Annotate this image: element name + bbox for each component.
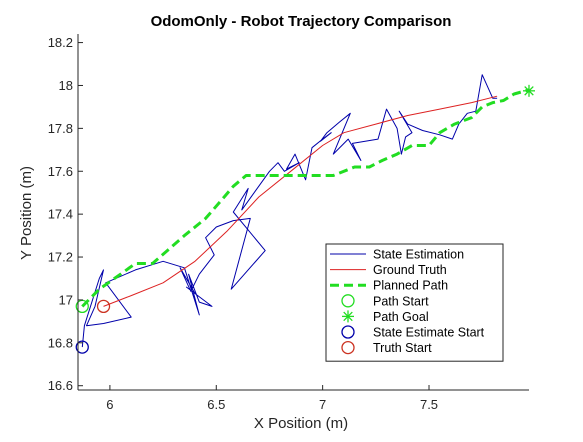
y-axis-label: Y Position (m)	[18, 166, 35, 260]
chart-title: OdomOnly - Robot Trajectory Comparison	[151, 13, 452, 30]
legend-label-planned-path: Planned Path	[373, 279, 448, 293]
legend-label-state-estimate-start: State Estimate Start	[373, 326, 485, 340]
x-tick-label: 7.5	[420, 397, 438, 412]
y-tick-label: 16.6	[48, 378, 73, 393]
y-tick-label: 16.8	[48, 335, 73, 350]
y-tick-label: 17.8	[48, 121, 73, 136]
y-tick-label: 17.6	[48, 164, 73, 179]
legend-label-truth-start: Truth Start	[373, 341, 432, 355]
y-tick-label: 17.2	[48, 250, 73, 265]
x-tick-label: 6	[106, 397, 113, 412]
x-axis-label: X Position (m)	[254, 415, 348, 432]
legend-label-path-start: Path Start	[373, 294, 429, 308]
legend-swatch-path-start	[341, 294, 355, 308]
y-tick-label: 17.4	[48, 207, 73, 222]
axes: 6 6.5 7 7.5 16.6 16.8 17 17.2 17.4 17.6 17.8 18 18.2	[48, 34, 529, 412]
legend-label-state-estimation: State Estimation	[373, 248, 464, 262]
legend-box	[325, 243, 504, 362]
marker-path-goal	[523, 84, 535, 97]
y-tick-label: 17	[59, 292, 73, 307]
x-tick-label: 7	[319, 397, 326, 412]
x-tick-label: 6.5	[207, 397, 225, 412]
legend-swatch-truth-start	[341, 340, 355, 355]
series-planned-path	[81, 88, 530, 308]
legend-swatch-path-goal-d2	[343, 311, 353, 322]
series-group	[81, 74, 530, 348]
series-ground-truth	[103, 95, 498, 307]
legend-label-path-goal: Path Goal	[373, 310, 429, 324]
legend-label-ground-truth: Ground Truth	[373, 263, 447, 277]
marker-state-estimate-start	[75, 340, 89, 354]
legend-swatch-path-goal	[342, 310, 354, 323]
marker-path-goal-d2	[524, 86, 534, 96]
legend-swatch-state-estimate-start	[341, 325, 355, 339]
series-state-estimation	[81, 74, 498, 348]
y-tick-label: 18	[59, 78, 73, 93]
y-tick-label: 18.2	[48, 35, 73, 50]
marker-truth-start	[96, 299, 111, 314]
